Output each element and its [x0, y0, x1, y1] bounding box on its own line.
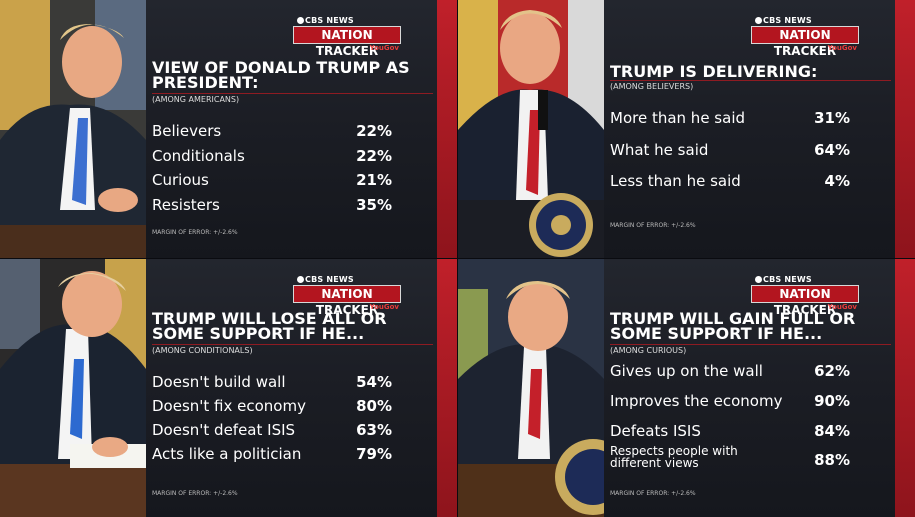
row-value: 62%	[814, 362, 850, 380]
row-value: 90%	[814, 392, 850, 410]
row-value: 22%	[356, 147, 392, 165]
row-label: Believers	[152, 122, 222, 140]
cbs-eye-icon	[755, 276, 762, 283]
tracker-badge: NATION TRACKER	[751, 285, 859, 317]
poll-card: CBS NEWS NATION TRACKER YouGov TRUMP IS …	[604, 0, 915, 258]
network-name: CBS NEWS	[305, 275, 354, 284]
row-label: Doesn't defeat ISIS	[152, 421, 296, 439]
margin-of-error: MARGIN OF ERROR: +/-2.6%	[152, 229, 238, 236]
network-name: CBS NEWS	[305, 16, 354, 25]
row-value: 84%	[814, 422, 850, 440]
panel-gain-support: CBS NEWS NATION TRACKER YouGov TRUMP WIL…	[458, 259, 915, 517]
trump-photo-podium	[458, 0, 604, 258]
row-label: Acts like a politician	[152, 445, 302, 463]
cbs-eye-icon	[297, 276, 304, 283]
accent-bar	[895, 259, 915, 517]
row-value: 79%	[356, 445, 392, 463]
row-label: Doesn't build wall	[152, 373, 286, 391]
row-value: 54%	[356, 373, 392, 391]
cbs-nation-tracker-logo: CBS NEWS NATION TRACKER YouGov	[293, 16, 405, 58]
table-row: Respects people with different views 88%	[610, 445, 850, 473]
cbs-nation-tracker-logo: CBS NEWS NATION TRACKER YouGov	[751, 275, 863, 317]
chart-title: VIEW OF DONALD TRUMP AS PRESIDENT:	[152, 58, 410, 92]
chart-title: TRUMP WILL GAIN FULL OR SOME SUPPORT IF …	[610, 309, 856, 343]
chart-subtitle: (AMONG AMERICANS)	[152, 95, 240, 104]
row-value: 31%	[814, 109, 850, 127]
chart-subtitle: (AMONG BELIEVERS)	[610, 82, 694, 91]
trump-photo-seated	[0, 0, 146, 258]
row-value: 22%	[356, 122, 392, 140]
chart-title: TRUMP WILL LOSE ALL OR SOME SUPPORT IF H…	[152, 309, 387, 343]
trump-photo-signing	[0, 259, 146, 517]
row-label: What he said	[610, 141, 709, 159]
row-label: More than he said	[610, 109, 746, 127]
table-row: Acts like a politician 79%	[152, 445, 392, 467]
table-row: Less than he said 4%	[610, 172, 850, 194]
chart-title: TRUMP IS DELIVERING:	[610, 62, 818, 81]
row-label: Improves the economy	[610, 392, 783, 410]
accent-bar	[895, 0, 915, 258]
row-label: Gives up on the wall	[610, 362, 763, 380]
cbs-eye-icon	[755, 17, 762, 24]
tracker-badge: NATION TRACKER	[293, 26, 401, 58]
row-value: 88%	[814, 451, 850, 469]
table-row: Improves the economy 90%	[610, 392, 850, 414]
divider	[610, 80, 891, 81]
table-row: Doesn't defeat ISIS 63%	[152, 421, 392, 443]
yougov-label: YouGov	[369, 303, 399, 311]
table-row: Curious 21%	[152, 171, 392, 193]
margin-of-error: MARGIN OF ERROR: +/-2.6%	[152, 490, 238, 497]
row-value: 63%	[356, 421, 392, 439]
yougov-label: YouGov	[369, 44, 399, 52]
row-value: 4%	[824, 172, 850, 190]
divider	[610, 344, 891, 345]
row-label: Curious	[152, 171, 209, 189]
panel-views-of-trump: CBS NEWS NATION TRACKER YouGov VIEW OF D…	[0, 0, 457, 258]
network-name: CBS NEWS	[763, 16, 812, 25]
table-row: Defeats ISIS 84%	[610, 422, 850, 444]
row-label: Conditionals	[152, 147, 245, 165]
table-row: Resisters 35%	[152, 196, 392, 218]
margin-of-error: MARGIN OF ERROR: +/-2.6%	[610, 490, 696, 497]
row-value: 35%	[356, 196, 392, 214]
row-label: Defeats ISIS	[610, 422, 701, 440]
row-value: 80%	[356, 397, 392, 415]
divider	[152, 93, 433, 94]
panel-trump-delivering: CBS NEWS NATION TRACKER YouGov TRUMP IS …	[458, 0, 915, 258]
accent-bar	[437, 0, 457, 258]
table-row: Doesn't build wall 54%	[152, 373, 392, 395]
row-label: Respects people with different views	[610, 444, 738, 470]
chart-subtitle: (AMONG CURIOUS)	[610, 346, 687, 355]
cbs-nation-tracker-logo: CBS NEWS NATION TRACKER YouGov	[751, 16, 863, 58]
yougov-label: YouGov	[827, 303, 857, 311]
panel-lose-support: CBS NEWS NATION TRACKER YouGov TRUMP WIL…	[0, 259, 457, 517]
margin-of-error: MARGIN OF ERROR: +/-2.6%	[610, 222, 696, 229]
chart-subtitle: (AMONG CONDITIONALS)	[152, 346, 253, 355]
network-name: CBS NEWS	[763, 275, 812, 284]
row-value: 21%	[356, 171, 392, 189]
row-value: 64%	[814, 141, 850, 159]
row-label: Resisters	[152, 196, 220, 214]
cbs-eye-icon	[297, 17, 304, 24]
table-row: Gives up on the wall 62%	[610, 362, 850, 384]
table-row: Doesn't fix economy 80%	[152, 397, 392, 419]
trump-photo-signing-order	[458, 259, 604, 517]
accent-bar	[437, 259, 457, 517]
table-row: Believers 22%	[152, 122, 392, 144]
divider	[152, 344, 433, 345]
table-row: More than he said 31%	[610, 109, 850, 131]
tracker-badge: NATION TRACKER	[751, 26, 859, 58]
row-label: Doesn't fix economy	[152, 397, 306, 415]
table-row: Conditionals 22%	[152, 147, 392, 169]
table-row: What he said 64%	[610, 141, 850, 163]
poll-card: CBS NEWS NATION TRACKER YouGov VIEW OF D…	[146, 0, 457, 258]
yougov-label: YouGov	[827, 44, 857, 52]
poll-card: CBS NEWS NATION TRACKER YouGov TRUMP WIL…	[604, 259, 915, 517]
tracker-badge: NATION TRACKER	[293, 285, 401, 317]
row-label: Less than he said	[610, 172, 741, 190]
cbs-nation-tracker-logo: CBS NEWS NATION TRACKER YouGov	[293, 275, 405, 317]
poll-card: CBS NEWS NATION TRACKER YouGov TRUMP WIL…	[146, 259, 457, 517]
